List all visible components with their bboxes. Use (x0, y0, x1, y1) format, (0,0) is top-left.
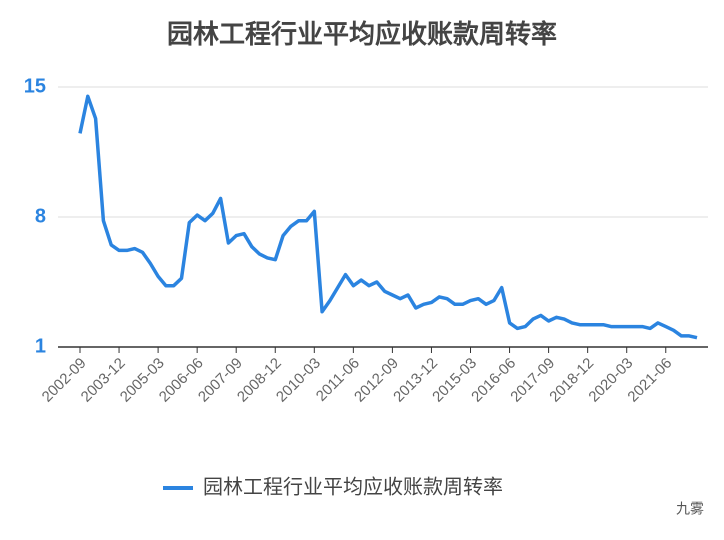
x-tick-label: 2010-03 (273, 355, 324, 406)
y-tick-label: 1 (35, 335, 46, 357)
line-series (78, 94, 698, 340)
chart-title: 园林工程行业平均应收账款周转率 (167, 19, 557, 49)
x-tick-label: 2021-06 (624, 355, 675, 406)
y-tick-label: 15 (24, 75, 46, 97)
watermark: 九雾 (676, 501, 704, 517)
y-tick-label: 8 (35, 205, 46, 227)
legend-label: 园林工程行业平均应收账款周转率 (203, 475, 503, 498)
